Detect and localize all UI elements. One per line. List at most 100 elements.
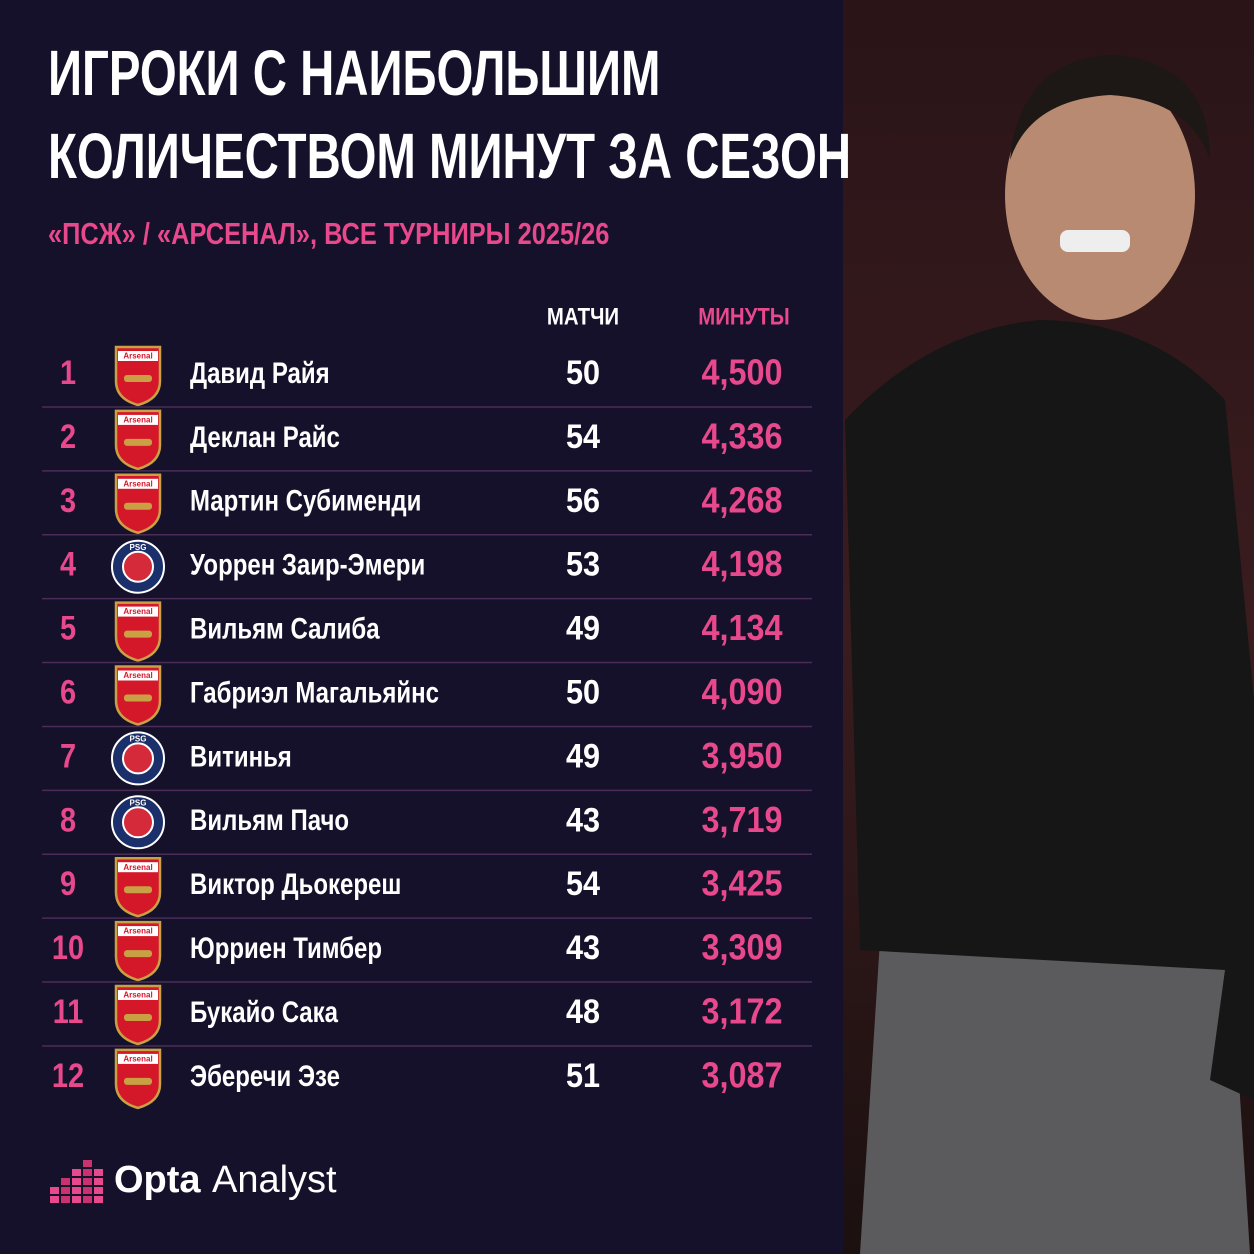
crest-band xyxy=(118,478,158,489)
crest-cannon xyxy=(124,886,152,894)
rank: 3 xyxy=(60,481,76,520)
player-name: Мартин Субименди xyxy=(190,483,421,517)
club-crest: PSG xyxy=(111,539,165,594)
crest-text: Arsenal xyxy=(123,927,152,936)
player-name: Вильям Салиба xyxy=(190,611,380,645)
rank: 8 xyxy=(60,800,76,839)
matches: 56 xyxy=(566,481,600,519)
column-header: МАТЧИ xyxy=(547,303,619,330)
player-name: Витинья xyxy=(190,739,292,773)
crest-cannon xyxy=(124,950,152,958)
player-name: Давид Райя xyxy=(190,355,330,389)
minutes: 4,134 xyxy=(701,609,782,649)
player-name: Деклан Райс xyxy=(190,419,340,453)
crest-band xyxy=(118,926,158,937)
club-crest: Arsenal xyxy=(114,665,162,726)
club-crest: Arsenal xyxy=(114,1048,162,1110)
crest-text: Arsenal xyxy=(123,991,152,1000)
crest-text: Arsenal xyxy=(123,1055,152,1064)
club-crest: Arsenal xyxy=(114,345,162,407)
matches: 50 xyxy=(566,673,600,711)
minutes: 3,172 xyxy=(701,992,782,1032)
rank: 9 xyxy=(60,864,76,903)
crest-text: Arsenal xyxy=(123,671,152,680)
logo-bold: Opta xyxy=(114,1159,201,1201)
minutes: 3,950 xyxy=(701,736,782,776)
logo-pixel xyxy=(83,1196,92,1203)
crest-cannon xyxy=(124,502,152,510)
logo-pixel xyxy=(83,1187,92,1194)
logo-pixel xyxy=(83,1160,92,1167)
crest-cannon xyxy=(124,438,152,446)
club-crest: PSG xyxy=(111,731,165,786)
crest-band xyxy=(118,606,158,617)
crest-text: PSG xyxy=(130,735,147,744)
minutes: 3,087 xyxy=(701,1056,782,1096)
photo xyxy=(843,0,1254,1254)
rank: 6 xyxy=(60,672,76,711)
logo: Opta Analyst xyxy=(50,1159,337,1203)
crest-text: Arsenal xyxy=(123,352,152,361)
matches: 54 xyxy=(566,417,600,455)
crest-cannon xyxy=(124,375,152,382)
crest-text: Arsenal xyxy=(123,863,152,872)
crest-cannon xyxy=(124,694,152,702)
column-header: МИНУТЫ xyxy=(698,303,789,330)
rank: 1 xyxy=(60,353,76,392)
crest-cannon xyxy=(124,1077,152,1085)
crest-band xyxy=(118,1053,158,1064)
minutes: 4,198 xyxy=(701,545,782,585)
player-name: Букайо Сака xyxy=(190,994,339,1028)
crest-band xyxy=(118,414,158,425)
club-crest: Arsenal xyxy=(114,984,162,1046)
logo-pixel xyxy=(83,1169,92,1176)
matches: 51 xyxy=(566,1056,600,1094)
minutes: 4,500 xyxy=(701,353,782,393)
crest-band xyxy=(118,351,158,361)
minutes: 4,268 xyxy=(701,481,782,521)
club-crest: Arsenal xyxy=(114,856,162,918)
logo-pixel xyxy=(94,1178,103,1185)
crest-center xyxy=(122,550,154,583)
logo-light: Analyst xyxy=(212,1159,337,1201)
club-crest: Arsenal xyxy=(114,920,162,982)
matches: 49 xyxy=(566,609,600,647)
club-crest: Arsenal xyxy=(114,601,162,662)
logo-pixel xyxy=(50,1187,59,1194)
logo-pixel xyxy=(72,1196,81,1203)
crest-text: Arsenal xyxy=(123,479,152,488)
logo-pixel xyxy=(61,1187,70,1194)
matches: 50 xyxy=(566,354,600,392)
crest-band xyxy=(118,670,158,681)
logo-pixel xyxy=(72,1169,81,1176)
logo-pixel xyxy=(61,1196,70,1203)
club-crest: Arsenal xyxy=(114,473,162,535)
matches: 43 xyxy=(566,801,600,839)
minutes: 3,425 xyxy=(701,864,782,904)
player-name: Виктор Дьокереш xyxy=(190,867,401,901)
player-name: Вильям Пачо xyxy=(190,803,349,837)
crest-text: Arsenal xyxy=(123,607,152,616)
rank: 4 xyxy=(60,544,76,583)
matches: 54 xyxy=(566,865,600,903)
matches: 48 xyxy=(566,993,600,1031)
title-line: ИГРОКИ С НАИБОЛЬШИМ xyxy=(48,37,660,109)
club-crest: PSG xyxy=(111,795,165,850)
crest-text: PSG xyxy=(130,798,147,807)
crest-cannon xyxy=(124,630,152,638)
matches: 49 xyxy=(566,737,600,775)
matches: 43 xyxy=(566,929,600,967)
logo-pixel xyxy=(61,1178,70,1185)
logo-pixel xyxy=(72,1178,81,1185)
rank: 2 xyxy=(60,417,76,456)
crest-center xyxy=(122,742,154,775)
minutes: 4,336 xyxy=(701,417,782,457)
minutes: 3,309 xyxy=(701,928,782,968)
logo-pixel xyxy=(94,1187,103,1194)
rank: 12 xyxy=(52,1056,84,1095)
rank: 10 xyxy=(52,928,84,967)
logo-pixel xyxy=(72,1187,81,1194)
crest-band xyxy=(118,990,158,1000)
matches: 53 xyxy=(566,545,600,583)
